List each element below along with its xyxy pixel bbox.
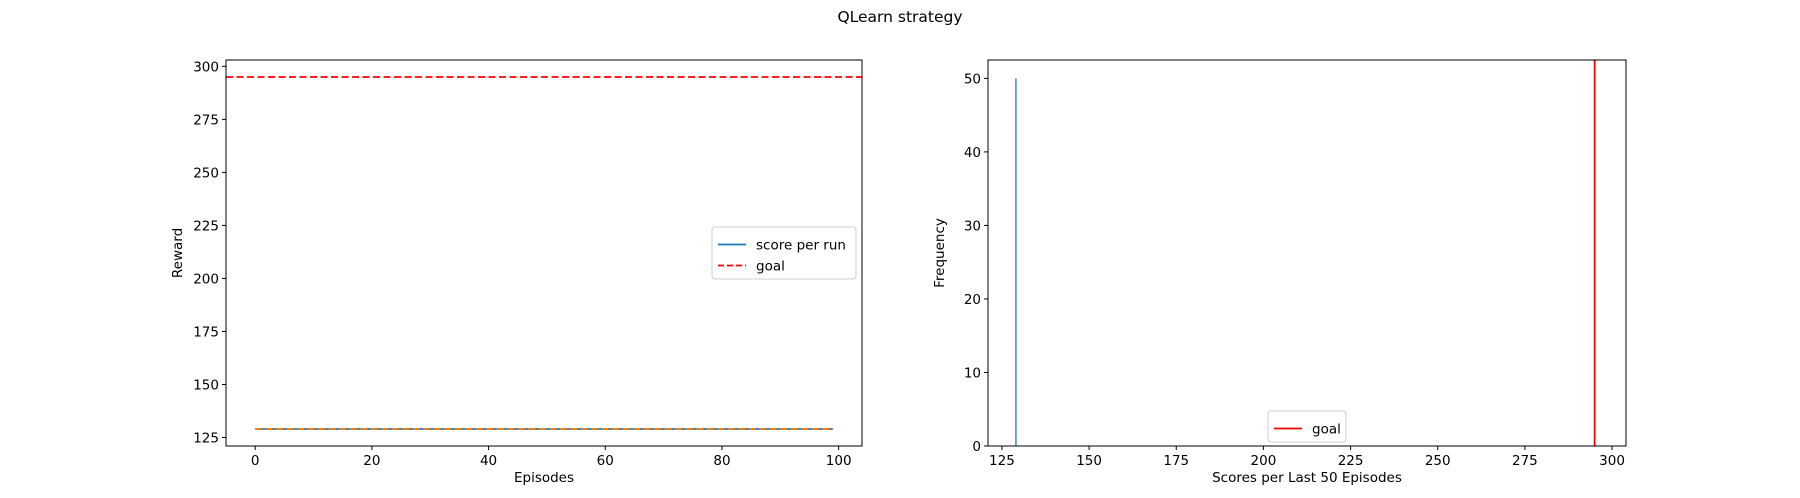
x-tick-label: 275 (1512, 453, 1538, 469)
x-tick-label: 175 (1163, 453, 1189, 469)
x-axis-label: Episodes (514, 470, 574, 486)
x-tick-label: 125 (989, 453, 1015, 469)
x-tick-label: 60 (597, 453, 614, 469)
y-tick-label: 0 (972, 439, 981, 455)
y-tick-label: 225 (193, 218, 219, 234)
tick-labels-reward: 0 20 40 60 80 100 125 150 175 200 225 250 275 300 (193, 59, 851, 469)
y-tick-label: 125 (193, 431, 219, 447)
x-tick-label: 40 (480, 453, 497, 469)
legend-reward: score per run goal (711, 226, 857, 280)
x-tick-label: 0 (251, 453, 260, 469)
histogram-bar (1015, 78, 1017, 446)
y-tick-label: 275 (193, 112, 219, 128)
reward-line-chart: 0 20 40 60 80 100 125 150 175 200 225 250 275 300 Epi… (170, 59, 863, 486)
y-axis-label: Frequency (932, 218, 948, 288)
legend-box (1267, 410, 1347, 443)
x-tick-label: 150 (1076, 453, 1102, 469)
score-histogram: 125 150 175 200 225 250 275 300 0 10 20 30 40 50 Scor… (932, 59, 1627, 486)
figure-title: QLearn strategy (837, 8, 962, 26)
axes-frame-histogram (987, 59, 1627, 447)
y-tick-label: 10 (964, 365, 981, 381)
x-tick-label: 200 (1251, 453, 1277, 469)
x-tick-label: 100 (826, 453, 852, 469)
legend-box (711, 226, 857, 280)
plot-area-histogram (1015, 60, 1596, 446)
y-tick-label: 20 (964, 292, 981, 308)
y-tick-label: 250 (193, 165, 219, 181)
plot-area-reward (226, 76, 862, 430)
x-tick-label: 250 (1425, 453, 1451, 469)
x-tick-label: 80 (713, 453, 730, 469)
x-axis-label: Scores per Last 50 Episodes (1212, 470, 1402, 486)
x-tick-label: 20 (363, 453, 380, 469)
y-tick-label: 40 (964, 145, 981, 161)
axes-frame-reward (225, 59, 863, 447)
y-tick-label: 200 (193, 271, 219, 287)
y-tick-label: 300 (193, 59, 219, 75)
legend-label: score per run (756, 238, 846, 254)
y-axis-label: Reward (170, 228, 186, 278)
x-tick-label: 300 (1599, 453, 1625, 469)
y-tick-label: 50 (964, 71, 981, 87)
y-tick-label: 30 (964, 218, 981, 234)
legend-label: goal (756, 259, 785, 275)
y-tick-label: 175 (193, 324, 219, 340)
legend-label: goal (1312, 422, 1341, 438)
x-tick-label: 225 (1338, 453, 1364, 469)
legend-histogram: goal (1267, 410, 1347, 443)
y-tick-label: 150 (193, 377, 219, 393)
tick-labels-histogram: 125 150 175 200 225 250 275 300 0 10 20 30 40 50 (964, 71, 1625, 469)
